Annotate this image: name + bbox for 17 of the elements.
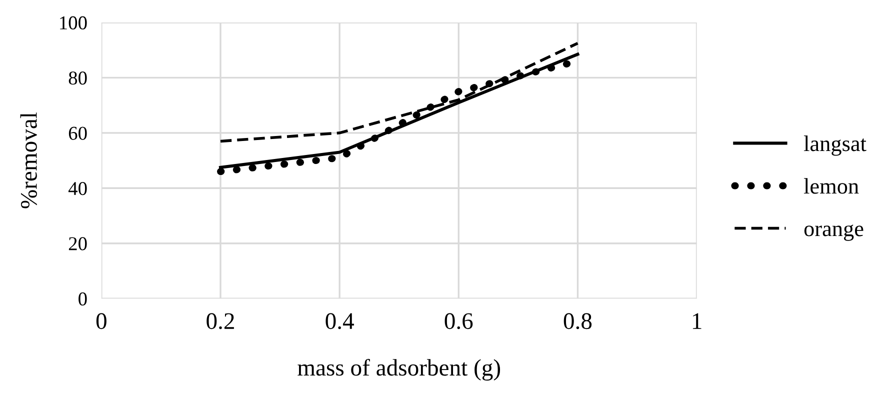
y-tick-label: 0 [78, 292, 87, 306]
y-tick-label: 60 [68, 126, 87, 140]
x-tick-label: 0.8 [564, 313, 592, 330]
y-tick-label: 100 [60, 16, 87, 30]
legend-label: lemon [804, 178, 859, 194]
y-tick-label: 80 [68, 72, 87, 85]
x-tick-label: 1 [692, 313, 702, 329]
y-axis-title: %removal [20, 112, 37, 208]
x-tick-label: 0.2 [206, 313, 234, 330]
y-tick-label: 20 [68, 237, 87, 250]
x-tick-label: 0 [96, 313, 106, 330]
x-tick-label: 0.4 [326, 313, 354, 330]
legend-label: langsat [804, 136, 866, 156]
x-axis-title: mass of adsorbent (g) [298, 358, 500, 381]
x-tick-label: 0.6 [444, 313, 473, 330]
y-tick-label: 40 [68, 182, 87, 196]
legend-label: orange [804, 224, 864, 241]
